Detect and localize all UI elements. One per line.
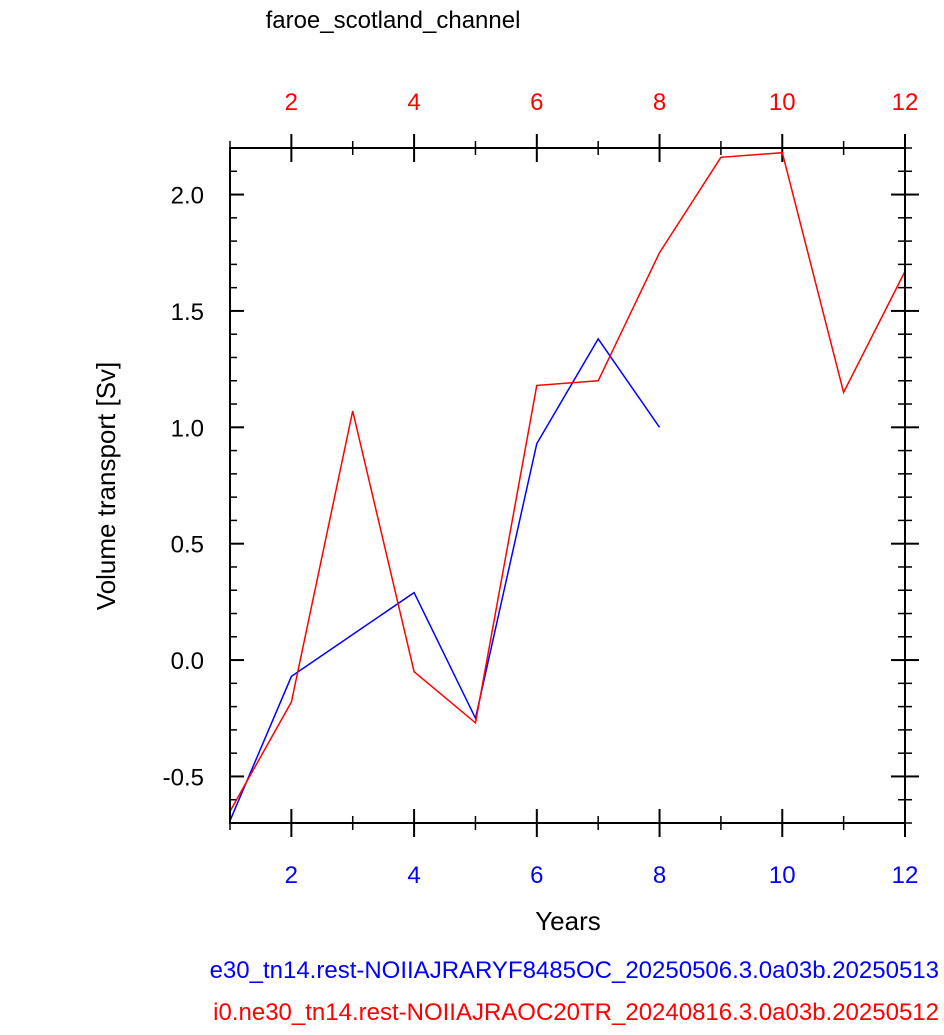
x-axis-label: Years xyxy=(535,906,601,936)
y-tick-label: 1.0 xyxy=(171,415,204,442)
x-top-tick-label: 8 xyxy=(653,89,666,116)
x-top-tick-label: 12 xyxy=(892,89,919,116)
y-axis-label: Volume transport [Sv] xyxy=(91,362,121,611)
x-top-tick-label: 6 xyxy=(530,89,543,116)
plot-frame xyxy=(229,147,906,824)
series-line-blue xyxy=(229,337,661,821)
y-tick-label: 0.0 xyxy=(171,648,204,675)
chart-title: faroe_scotland_channel xyxy=(266,7,521,34)
x-bottom-tick-label: 8 xyxy=(653,862,666,889)
x-bottom-tick-label: 4 xyxy=(407,862,420,889)
lines-layer xyxy=(229,151,906,821)
y-tick-label: 0.5 xyxy=(171,532,204,559)
x-bottom-tick-label: 6 xyxy=(530,862,543,889)
series-line-red xyxy=(229,151,906,812)
y-tick-label: -0.5 xyxy=(163,764,204,791)
legend-entry-blue: e30_tn14.rest-NOIIAJRARYF8485OC_20250506… xyxy=(210,957,939,984)
x-top-tick-label: 2 xyxy=(285,89,298,116)
x-top-tick-label: 4 xyxy=(407,89,420,116)
x-bottom-tick-label: 2 xyxy=(285,862,298,889)
y-tick-label: 2.0 xyxy=(171,183,204,210)
x-top-tick-label: 10 xyxy=(769,89,796,116)
legend-entry-red: i0.ne30_tn14.rest-NOIIAJRAOC20TR_2024081… xyxy=(213,999,939,1026)
ticks-layer: 2 4 6 8 10 12 2 4 6 8 10 12 -0.5 0.0 0.5 1.0 1.5 2.0 xyxy=(163,89,919,889)
y-tick-label: 1.5 xyxy=(171,299,204,326)
x-bottom-tick-label: 10 xyxy=(769,862,796,889)
x-bottom-tick-label: 12 xyxy=(892,862,919,889)
